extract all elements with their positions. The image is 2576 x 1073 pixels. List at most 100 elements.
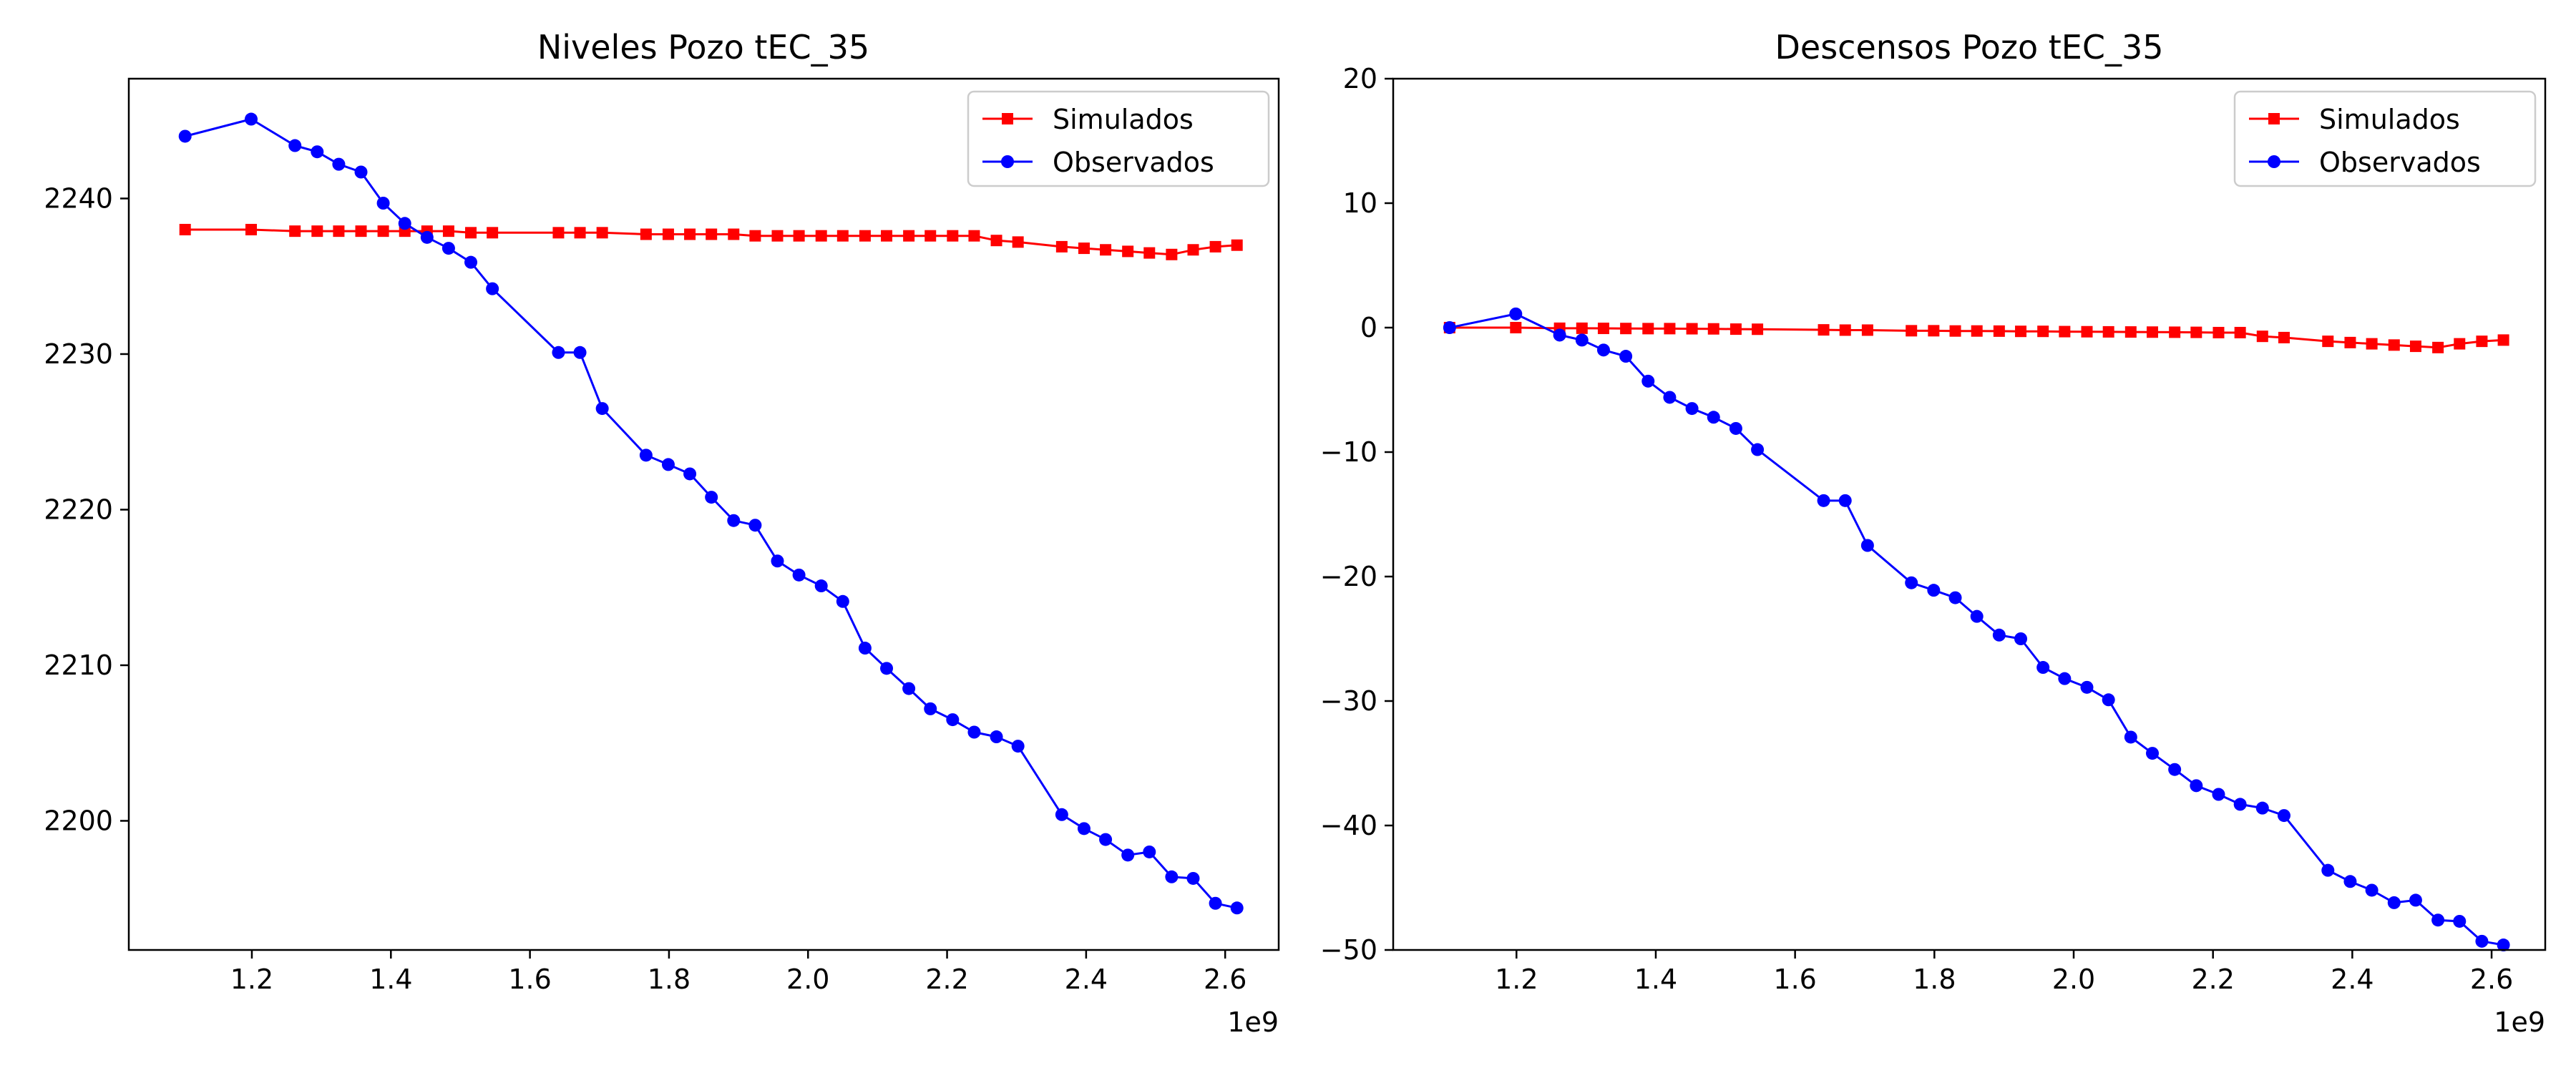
- data-point-simulados: [2278, 331, 2290, 343]
- data-point-simulados: [596, 227, 608, 239]
- data-point-observados: [1685, 402, 1699, 416]
- data-point-simulados: [836, 230, 849, 242]
- legend-marker-observados: [1001, 155, 1014, 168]
- legend-box: [2233, 90, 2537, 187]
- data-point-simulados: [1576, 322, 1588, 334]
- data-point-observados: [2343, 875, 2357, 888]
- data-point-simulados: [2388, 339, 2400, 351]
- legend-label-simulados: Simulados: [1053, 104, 1194, 135]
- data-point-simulados: [2190, 326, 2202, 338]
- x-tick-label: 1.8: [1913, 964, 1956, 995]
- x-tick-label: 1.6: [508, 964, 551, 995]
- data-point-observados: [2124, 730, 2137, 744]
- data-point-observados: [1055, 808, 1068, 821]
- data-point-simulados: [1686, 323, 1698, 335]
- data-point-observados: [924, 702, 937, 715]
- y-tick-label: 20: [1343, 63, 1377, 94]
- data-point-simulados: [1187, 244, 1199, 256]
- data-point-observados: [967, 725, 981, 739]
- data-point-simulados: [2366, 338, 2378, 350]
- data-point-observados: [1948, 591, 1962, 604]
- data-point-observados: [464, 255, 478, 269]
- data-point-simulados: [487, 227, 499, 239]
- data-point-observados: [441, 242, 455, 255]
- legend: Simulados Observados: [2233, 90, 2537, 187]
- y-tick-label: 10: [1343, 187, 1377, 219]
- data-point-observados: [1230, 901, 1244, 915]
- x-tick-label: 1.8: [648, 964, 691, 995]
- x-tick-label: 1.4: [1634, 964, 1677, 995]
- data-point-observados: [1121, 848, 1135, 862]
- data-point-observados: [1509, 307, 1523, 320]
- legend: Simulados Observados: [967, 90, 1270, 187]
- data-point-simulados: [2147, 326, 2159, 338]
- data-point-simulados: [465, 227, 477, 239]
- data-point-simulados: [1012, 236, 1024, 248]
- y-tick-label: −40: [1320, 810, 1377, 841]
- data-point-simulados: [442, 225, 454, 237]
- data-point-observados: [2036, 661, 2050, 675]
- data-point-observados: [771, 554, 784, 568]
- y-tick-label: 2230: [44, 338, 113, 370]
- data-point-observados: [2475, 934, 2489, 948]
- data-point-observados: [486, 282, 499, 295]
- data-point-observados: [2058, 672, 2072, 685]
- data-point-observados: [1077, 822, 1091, 836]
- data-point-observados: [376, 197, 390, 210]
- data-point-observados: [1817, 494, 1830, 507]
- data-point-observados: [639, 449, 653, 462]
- chart-marks: 1.2 1.4 1.6 1.8 2.0 2.2 2.4 2.6 −50 −40 −30 −20 −10 0…: [1320, 63, 2537, 995]
- x-offset-label: 1e9: [1227, 1006, 1279, 1038]
- data-point-simulados: [552, 227, 565, 239]
- data-point-observados: [288, 139, 302, 152]
- data-point-observados: [311, 145, 324, 159]
- x-tick-label: 1.2: [1495, 964, 1538, 995]
- data-point-observados: [2168, 763, 2182, 776]
- legend-marker-simulados: [2268, 113, 2280, 124]
- data-point-observados: [2453, 914, 2467, 928]
- data-point-observados: [354, 165, 368, 179]
- data-point-simulados: [859, 230, 871, 242]
- data-point-simulados: [355, 225, 367, 237]
- data-point-observados: [1729, 421, 1742, 435]
- data-point-simulados: [728, 228, 740, 240]
- data-point-simulados: [1100, 244, 1112, 256]
- data-point-simulados: [333, 225, 345, 237]
- data-point-observados: [1970, 609, 1984, 623]
- data-point-observados: [244, 112, 258, 126]
- data-point-observados: [2387, 896, 2401, 909]
- data-point-simulados: [2124, 326, 2137, 338]
- data-point-simulados: [1707, 323, 1719, 335]
- data-point-simulados: [1078, 242, 1090, 255]
- data-point-simulados: [947, 230, 959, 242]
- x-tick-label: 2.0: [2052, 964, 2095, 995]
- chart-marks: 1.2 1.4 1.6 1.8 2.0 2.2 2.4 2.6 2200 2210 2220 2230…: [44, 90, 1270, 995]
- data-point-observados: [902, 682, 916, 695]
- data-point-observados: [661, 458, 675, 471]
- data-point-observados: [836, 594, 849, 608]
- legend-marker-observados: [2268, 155, 2280, 168]
- data-point-simulados: [1818, 324, 1830, 336]
- data-point-simulados: [2015, 325, 2027, 338]
- data-point-simulados: [1971, 325, 1983, 337]
- data-point-observados: [1905, 576, 1918, 589]
- x-tick-label: 1.2: [230, 964, 273, 995]
- data-point-observados: [420, 230, 434, 244]
- x-offset-label: 1e9: [2494, 1006, 2545, 1038]
- x-tick-label: 2.4: [1065, 964, 1108, 995]
- data-point-simulados: [749, 230, 761, 242]
- data-point-observados: [2409, 893, 2422, 907]
- data-point-simulados: [377, 225, 389, 237]
- data-point-observados: [595, 402, 609, 416]
- x-tick-label: 2.2: [2191, 964, 2234, 995]
- data-point-observados: [2190, 779, 2203, 793]
- data-point-simulados: [640, 228, 652, 240]
- data-point-observados: [858, 642, 872, 655]
- data-point-observados: [1011, 740, 1025, 753]
- data-point-simulados: [924, 230, 937, 242]
- data-point-observados: [1707, 411, 1720, 424]
- data-point-observados: [727, 514, 741, 527]
- y-tick-label: −20: [1320, 561, 1377, 592]
- data-point-simulados: [1209, 240, 1221, 253]
